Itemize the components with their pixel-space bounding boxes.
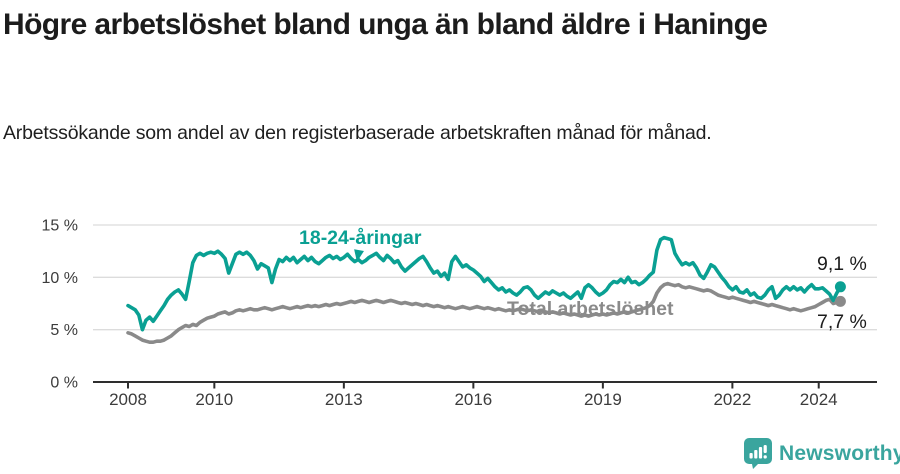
end-value-label-total: 7,7 %	[817, 311, 867, 333]
x-tick-label: 2022	[713, 390, 751, 409]
series-line	[126, 281, 843, 345]
end-value-label-youth: 9,1 %	[817, 253, 867, 275]
x-tick-label: 2019	[584, 390, 622, 409]
x-tick-label: 2013	[325, 390, 363, 409]
y-tick-label: 10 %	[42, 270, 78, 287]
arrow-down-icon	[352, 249, 364, 263]
newsworthy-logo[interactable]: Newsworthy	[744, 438, 900, 469]
series-label-youth: 18-24-åringar	[299, 227, 422, 249]
series-label-total: Total arbetslöshet	[507, 298, 674, 320]
x-tick-label: 2010	[195, 390, 233, 409]
y-tick-label: 0 %	[50, 375, 78, 392]
y-tick-label: 5 %	[50, 322, 78, 339]
newsworthy-logo-icon	[744, 438, 772, 469]
x-tick-label: 2016	[454, 390, 492, 409]
y-tick-label: 15 %	[42, 217, 78, 234]
x-tick-label: 2024	[800, 390, 838, 409]
series-end-dot	[834, 295, 846, 307]
newsworthy-logo-text: Newsworthy	[779, 441, 900, 465]
page-title: Högre arbetslöshet bland unga än bland ä…	[3, 8, 768, 41]
series-end-dot	[834, 281, 846, 293]
series-line	[126, 235, 843, 332]
x-tick-label: 2008	[109, 390, 147, 409]
page-subtitle: Arbetssökande som andel av den registerb…	[3, 122, 712, 144]
